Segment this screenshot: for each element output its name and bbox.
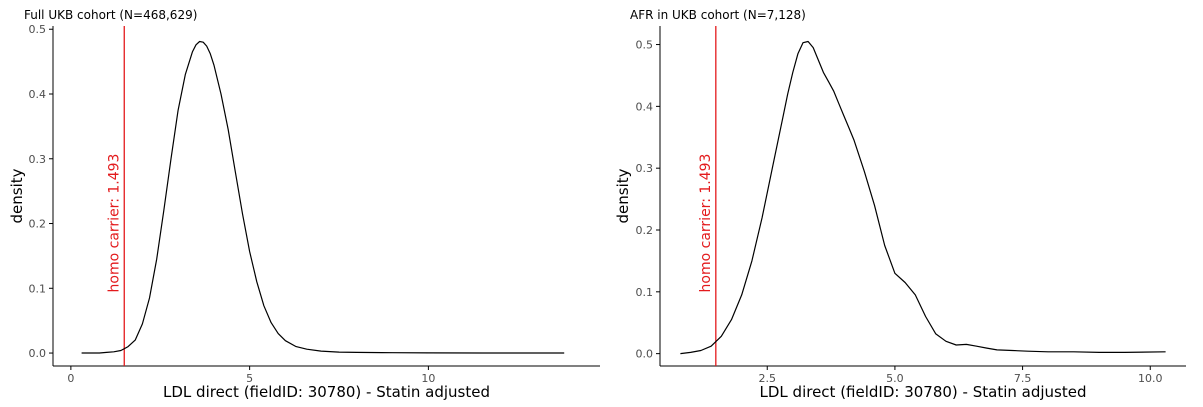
density-curve	[81, 40, 565, 354]
y-tick-label: 0.3	[29, 153, 47, 166]
y-tick-label: 0.0	[636, 348, 654, 361]
y-tick-label: 0.1	[636, 286, 654, 299]
y-tick-label: 0.3	[636, 162, 654, 175]
chart-title: AFR in UKB cohort (N=7,128)	[630, 8, 806, 22]
x-axis-title: LDL direct (fieldID: 30780) - Statin adj…	[760, 383, 1087, 401]
y-axis-title: density	[614, 168, 632, 223]
x-tick-label: 10	[421, 372, 435, 385]
y-tick-label: 0.4	[636, 100, 654, 113]
x-tick-label: 10.0	[1138, 372, 1163, 385]
x-axis-title: LDL direct (fieldID: 30780) - Statin adj…	[163, 383, 490, 401]
homo-carrier-label: homo carrier: 1.493	[106, 154, 122, 293]
homo-carrier-label: homo carrier: 1.493	[698, 154, 714, 293]
y-tick-label: 0.1	[29, 282, 47, 295]
panel-full-ukb: Full UKB cohort (N=468,629) 0.0 0.1 0.2 0.3 0…	[8, 8, 600, 401]
y-tick-label: 0.2	[636, 224, 654, 237]
y-tick-label: 0.0	[29, 347, 47, 360]
x-tick-label: 7.5	[1014, 372, 1032, 385]
x-tick-label: 2.5	[758, 372, 776, 385]
y-tick-label: 0.5	[636, 39, 654, 52]
y-tick-label: 0.2	[29, 218, 47, 231]
x-tick-label: 5	[246, 372, 253, 385]
panel-afr-ukb: AFR in UKB cohort (N=7,128) 0.0 0.1 0.2 0.3 0…	[614, 8, 1186, 401]
y-tick-label: 0.5	[29, 23, 47, 36]
x-tick-label: 5.0	[886, 372, 904, 385]
y-axis-title: density	[8, 168, 26, 223]
chart-title: Full UKB cohort (N=468,629)	[24, 8, 197, 22]
y-tick-label: 0.4	[29, 88, 47, 101]
density-curve	[680, 40, 1166, 355]
x-tick-label: 0	[67, 372, 74, 385]
